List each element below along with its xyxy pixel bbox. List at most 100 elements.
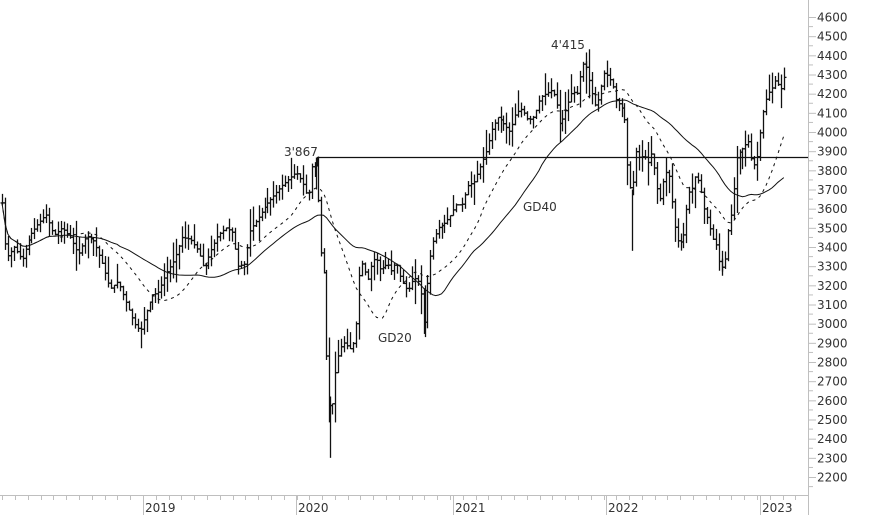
price-bar — [44, 204, 49, 224]
price-bar — [699, 174, 704, 193]
price-bar — [198, 243, 203, 257]
price-bar — [206, 248, 211, 270]
price-bar — [540, 95, 545, 111]
price-bar — [593, 86, 598, 107]
price-bar — [9, 247, 14, 268]
price-bar — [94, 227, 99, 257]
price-bar — [743, 130, 748, 167]
y-tick-label: 3400 — [817, 241, 848, 255]
price-bar — [735, 145, 740, 213]
price-bar — [522, 105, 527, 116]
price-bar — [563, 91, 568, 134]
price-bar — [310, 163, 315, 199]
price-bar — [230, 227, 235, 242]
price-bar — [528, 115, 533, 125]
price-bar — [201, 243, 206, 267]
price-bar — [581, 61, 586, 82]
price-bar — [407, 282, 412, 292]
y-tick-label: 2800 — [817, 356, 848, 370]
price-bar — [625, 117, 630, 186]
y-tick-label: 4100 — [817, 106, 848, 120]
y-tick-label: 2300 — [817, 451, 848, 465]
price-bar — [153, 288, 158, 304]
price-bar — [41, 209, 46, 224]
price-bar — [711, 224, 716, 240]
x-tick-label: 2021 — [455, 501, 486, 515]
price-bar — [245, 244, 250, 275]
price-bar — [673, 198, 678, 242]
price-bar — [171, 242, 176, 279]
price-bar — [195, 241, 200, 253]
price-bar — [587, 49, 592, 99]
label-gd40: GD40 — [523, 200, 557, 214]
y-tick-label: 2400 — [817, 432, 848, 446]
y-tick-label: 4500 — [817, 30, 848, 44]
price-bar — [504, 112, 509, 144]
price-bar — [283, 175, 288, 188]
y-tick-label: 3800 — [817, 164, 848, 178]
price-bar — [755, 141, 760, 181]
price-bar — [608, 67, 613, 86]
price-bar — [702, 187, 707, 224]
price-bar — [366, 268, 371, 281]
price-bar — [640, 140, 645, 172]
price-bar — [687, 186, 692, 214]
price-bar — [212, 239, 217, 258]
price-bar — [115, 263, 120, 289]
price-bar — [71, 227, 76, 255]
price-bar — [478, 163, 483, 180]
price-bar — [127, 300, 132, 311]
price-bar — [419, 265, 424, 315]
price-bar — [103, 256, 108, 281]
price-bar — [767, 74, 772, 101]
price-bar — [180, 226, 185, 253]
y-tick-label: 4200 — [817, 87, 848, 101]
price-bar — [375, 252, 380, 275]
price-bar — [50, 220, 55, 235]
price-bar — [649, 136, 654, 167]
price-bar — [475, 160, 480, 183]
price-bar — [779, 74, 784, 109]
price-bar — [248, 209, 253, 257]
price-bar — [333, 351, 338, 423]
price-bar — [667, 169, 672, 194]
y-axis-ticks: 4600 4500 4400 4300 4200 4100 4000 3900 3800 3700… — [809, 11, 848, 488]
price-bar — [209, 235, 214, 267]
x-tick-label: 2020 — [298, 501, 329, 515]
price-bar — [599, 84, 604, 105]
price-bar — [86, 231, 91, 259]
annotation-high-4415: 4'415 — [551, 38, 585, 52]
price-bar — [38, 213, 43, 233]
price-bar — [552, 89, 557, 97]
price-bar — [404, 276, 409, 298]
price-bar — [451, 195, 456, 217]
y-tick-label: 3500 — [817, 221, 848, 235]
x-axis-ticks: 2019 2020 2021 2022 2023 — [2, 495, 796, 515]
price-bar — [342, 336, 347, 353]
price-bar — [696, 172, 701, 184]
price-bar — [6, 235, 11, 262]
price-bar — [165, 256, 170, 292]
price-bar — [723, 251, 728, 269]
price-bar — [62, 221, 67, 244]
price-bar — [684, 204, 689, 244]
price-bar — [277, 185, 282, 201]
price-bar — [664, 157, 669, 197]
price-bar — [758, 129, 763, 161]
price-bar — [136, 318, 141, 332]
price-bar — [434, 229, 439, 244]
price-bar — [445, 207, 450, 225]
price-bar — [77, 236, 82, 265]
price-bar — [496, 116, 501, 131]
price-bar — [732, 177, 737, 220]
price-bar — [487, 133, 492, 155]
price-bar — [280, 174, 285, 200]
price-bar — [749, 133, 754, 161]
y-tick-label: 4400 — [817, 49, 848, 63]
price-bar — [251, 206, 256, 241]
price-bar — [21, 248, 26, 267]
price-bar — [652, 153, 657, 176]
price-bar — [139, 321, 144, 349]
label-gd20: GD20 — [378, 331, 412, 345]
price-bar — [546, 82, 551, 97]
